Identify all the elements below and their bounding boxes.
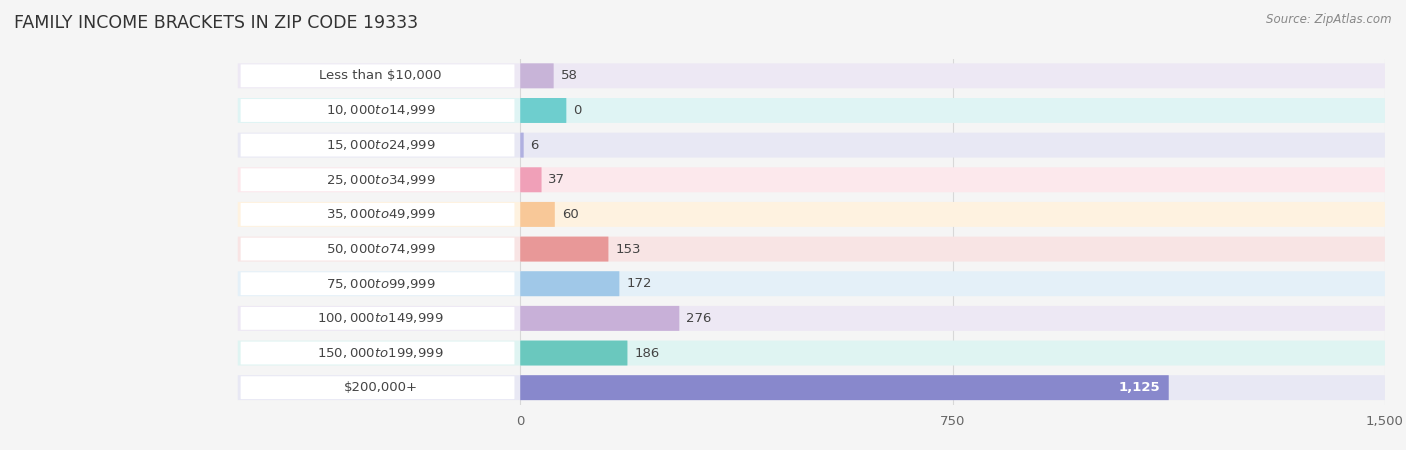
- Text: $50,000 to $74,999: $50,000 to $74,999: [326, 242, 436, 256]
- FancyBboxPatch shape: [520, 306, 679, 331]
- Text: 58: 58: [561, 69, 578, 82]
- FancyBboxPatch shape: [238, 202, 1385, 227]
- Text: 37: 37: [548, 173, 565, 186]
- FancyBboxPatch shape: [238, 271, 1385, 296]
- FancyBboxPatch shape: [240, 272, 515, 295]
- FancyBboxPatch shape: [240, 307, 515, 330]
- FancyBboxPatch shape: [238, 167, 1385, 192]
- Text: $100,000 to $149,999: $100,000 to $149,999: [318, 311, 444, 325]
- Text: $35,000 to $49,999: $35,000 to $49,999: [326, 207, 436, 221]
- Text: Source: ZipAtlas.com: Source: ZipAtlas.com: [1267, 14, 1392, 27]
- Text: 276: 276: [686, 312, 711, 325]
- Text: $10,000 to $14,999: $10,000 to $14,999: [326, 104, 436, 117]
- FancyBboxPatch shape: [520, 375, 1168, 400]
- FancyBboxPatch shape: [520, 237, 609, 261]
- FancyBboxPatch shape: [240, 134, 515, 157]
- FancyBboxPatch shape: [520, 271, 620, 296]
- FancyBboxPatch shape: [240, 238, 515, 261]
- Text: $25,000 to $34,999: $25,000 to $34,999: [326, 173, 436, 187]
- FancyBboxPatch shape: [240, 168, 515, 191]
- FancyBboxPatch shape: [520, 167, 541, 192]
- Text: 6: 6: [530, 139, 538, 152]
- FancyBboxPatch shape: [238, 306, 1385, 331]
- FancyBboxPatch shape: [240, 342, 515, 365]
- Text: $200,000+: $200,000+: [343, 381, 418, 394]
- FancyBboxPatch shape: [520, 202, 555, 227]
- FancyBboxPatch shape: [240, 376, 515, 399]
- Text: 153: 153: [616, 243, 641, 256]
- Text: 60: 60: [562, 208, 578, 221]
- Text: $150,000 to $199,999: $150,000 to $199,999: [318, 346, 444, 360]
- Text: 0: 0: [574, 104, 582, 117]
- Text: 172: 172: [626, 277, 652, 290]
- FancyBboxPatch shape: [238, 133, 1385, 158]
- Text: 186: 186: [634, 346, 659, 360]
- Text: FAMILY INCOME BRACKETS IN ZIP CODE 19333: FAMILY INCOME BRACKETS IN ZIP CODE 19333: [14, 14, 418, 32]
- FancyBboxPatch shape: [238, 341, 1385, 365]
- FancyBboxPatch shape: [240, 99, 515, 122]
- FancyBboxPatch shape: [238, 63, 1385, 88]
- FancyBboxPatch shape: [520, 341, 627, 365]
- FancyBboxPatch shape: [520, 63, 554, 88]
- FancyBboxPatch shape: [238, 237, 1385, 261]
- FancyBboxPatch shape: [240, 203, 515, 226]
- Text: $75,000 to $99,999: $75,000 to $99,999: [326, 277, 436, 291]
- Text: 1,125: 1,125: [1118, 381, 1160, 394]
- Text: $15,000 to $24,999: $15,000 to $24,999: [326, 138, 436, 152]
- FancyBboxPatch shape: [240, 64, 515, 87]
- FancyBboxPatch shape: [238, 375, 1385, 400]
- Text: Less than $10,000: Less than $10,000: [319, 69, 441, 82]
- FancyBboxPatch shape: [520, 133, 523, 158]
- FancyBboxPatch shape: [520, 98, 567, 123]
- FancyBboxPatch shape: [238, 98, 1385, 123]
